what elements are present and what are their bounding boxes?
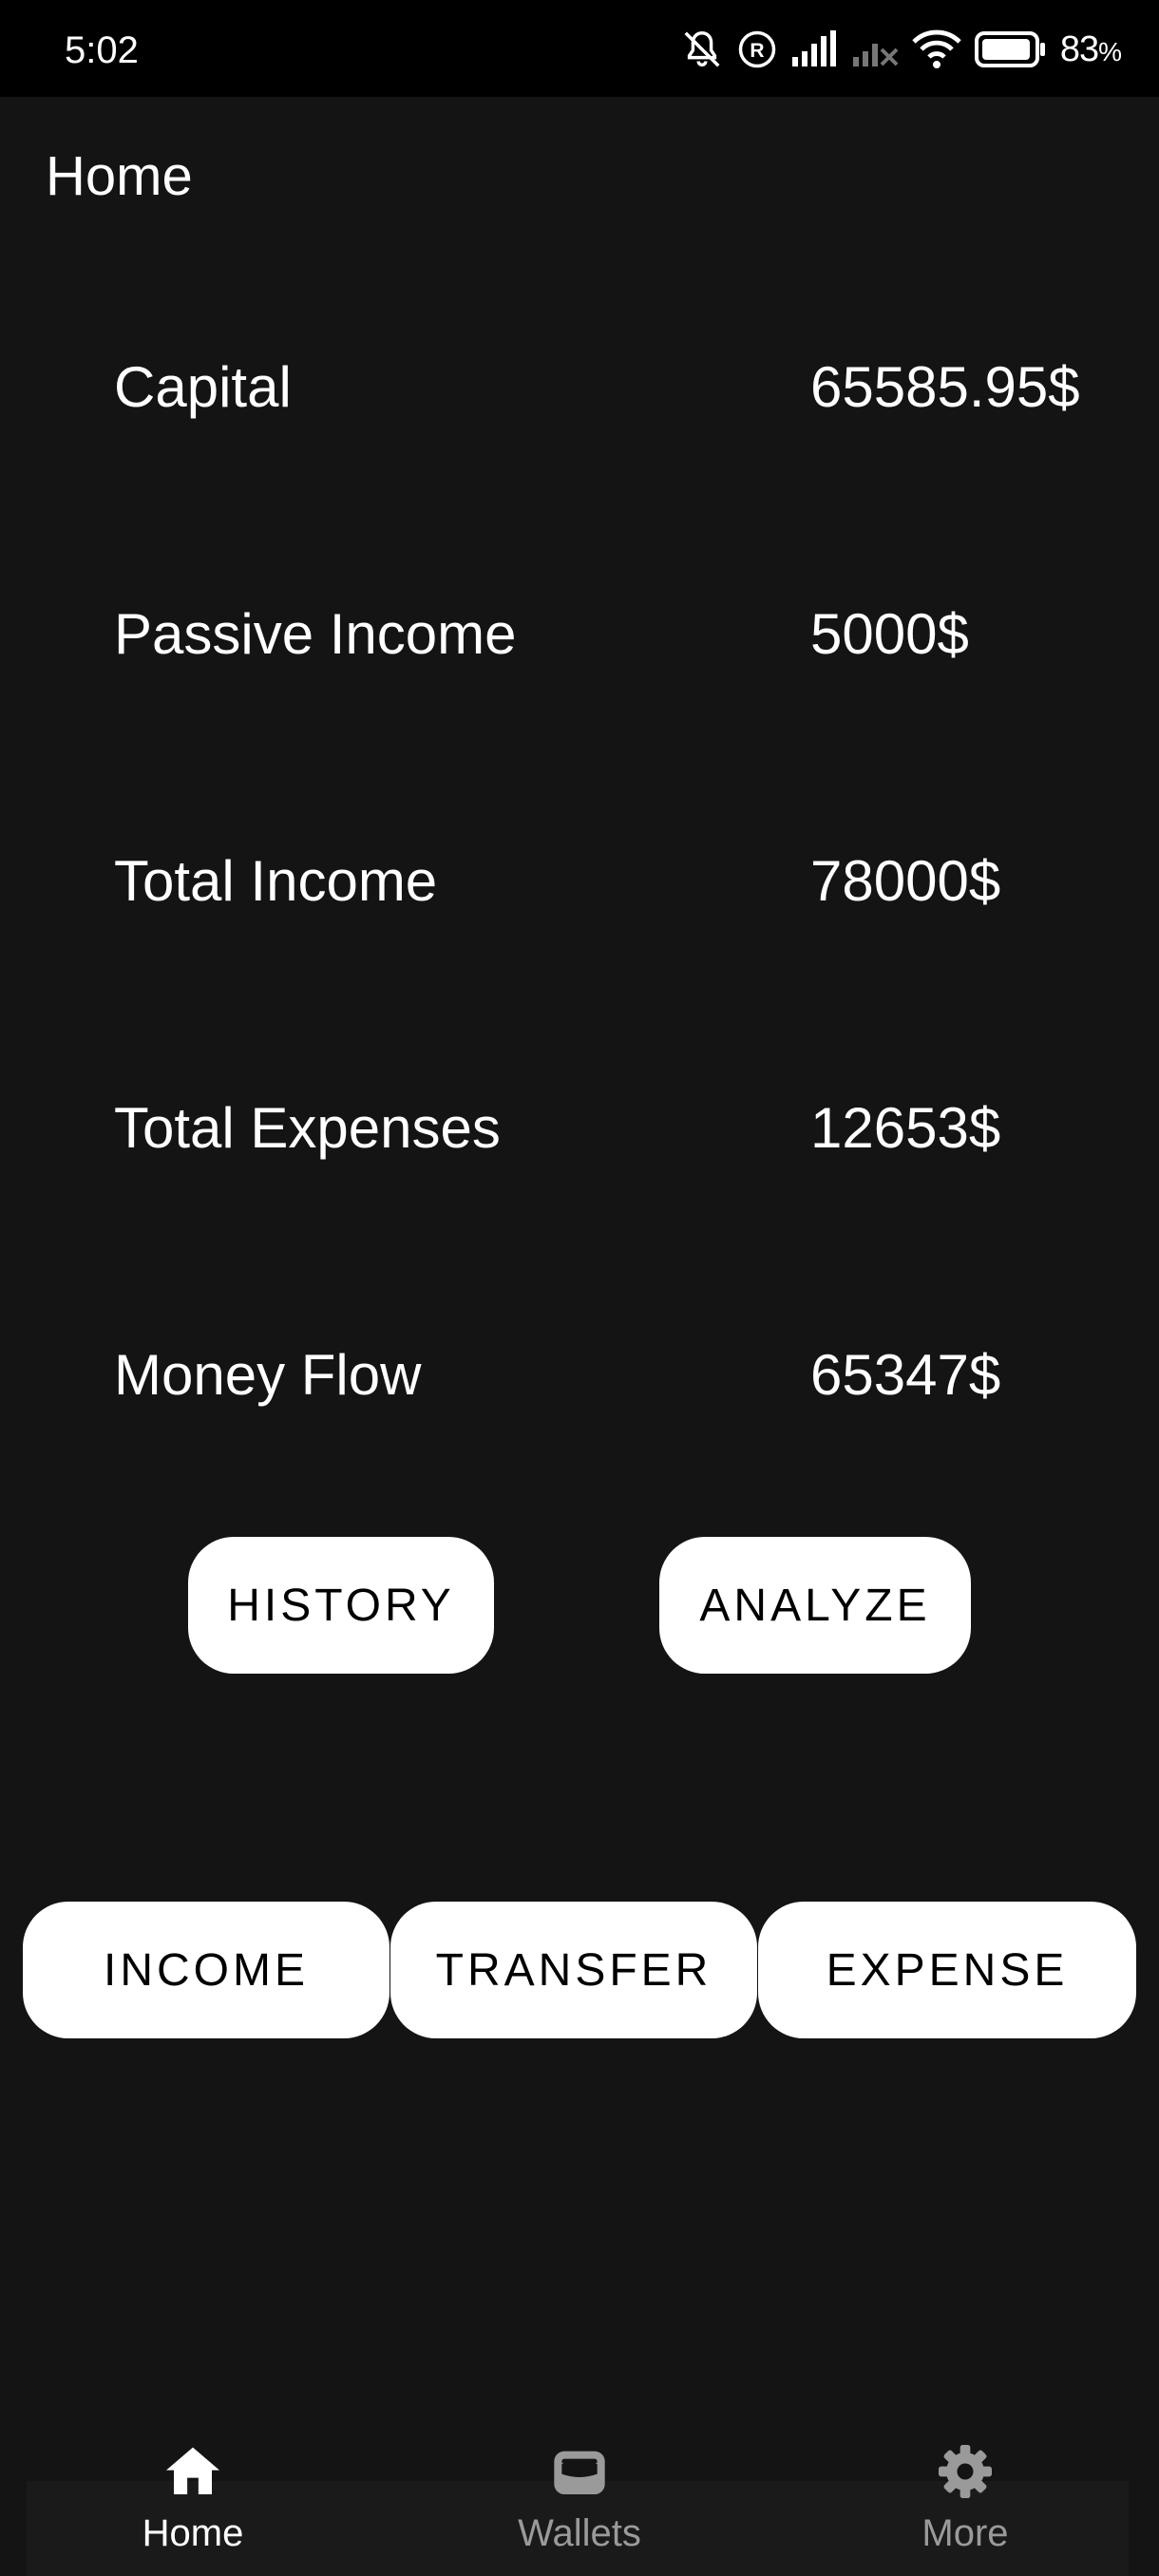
nav-item-wallets[interactable]: Wallets — [446, 2441, 712, 2565]
stat-value: 12653$ — [810, 1096, 1001, 1160]
nav-label: Wallets — [518, 2512, 641, 2554]
battery-icon — [974, 31, 1047, 67]
stat-row-total-income: Total Income 78000$ — [114, 843, 1102, 919]
nav-item-home[interactable]: Home — [60, 2441, 326, 2565]
stat-row-passive-income: Passive Income 5000$ — [114, 597, 1102, 672]
stat-label: Money Flow — [114, 1343, 422, 1407]
analyze-button[interactable]: ANALYZE — [659, 1537, 971, 1674]
history-button[interactable]: HISTORY — [188, 1537, 494, 1674]
bottom-navigation — [27, 2481, 1129, 2576]
nav-label: More — [922, 2512, 1009, 2554]
stat-label: Total Income — [114, 849, 438, 913]
transfer-button[interactable]: TRANSFER — [390, 1902, 757, 2038]
stat-label: Capital — [114, 355, 292, 419]
registered-icon: R — [737, 29, 777, 69]
status-icons: R — [680, 25, 1122, 74]
battery-level: 83% — [1059, 28, 1122, 69]
svg-text:R: R — [750, 40, 764, 62]
signal-no-sim-icon — [851, 30, 899, 68]
gear-icon — [939, 2445, 992, 2498]
home-icon — [166, 2447, 219, 2494]
status-bar: 5:02 R — [0, 0, 1159, 97]
stat-label: Passive Income — [114, 602, 517, 666]
expense-button[interactable]: EXPENSE — [758, 1902, 1136, 2038]
stat-value: 65585.95$ — [810, 355, 1080, 419]
page-title: Home — [46, 145, 193, 207]
income-button[interactable]: INCOME — [23, 1902, 390, 2038]
status-time: 5:02 — [65, 29, 139, 71]
stat-label: Total Expenses — [114, 1096, 501, 1160]
nav-label: Home — [142, 2512, 244, 2554]
mute-bell-icon — [680, 28, 724, 71]
stat-row-capital: Capital 65585.95$ — [114, 350, 1102, 426]
stat-value: 65347$ — [810, 1343, 1001, 1407]
nav-item-more[interactable]: More — [832, 2441, 1098, 2565]
stat-value: 5000$ — [810, 602, 969, 666]
stat-value: 78000$ — [810, 849, 1001, 913]
stat-row-total-expenses: Total Expenses 12653$ — [114, 1090, 1102, 1166]
wifi-icon — [912, 28, 961, 70]
stat-row-money-flow: Money Flow 65347$ — [114, 1337, 1102, 1413]
signal-icon — [790, 30, 838, 68]
wallet-icon — [554, 2451, 605, 2494]
